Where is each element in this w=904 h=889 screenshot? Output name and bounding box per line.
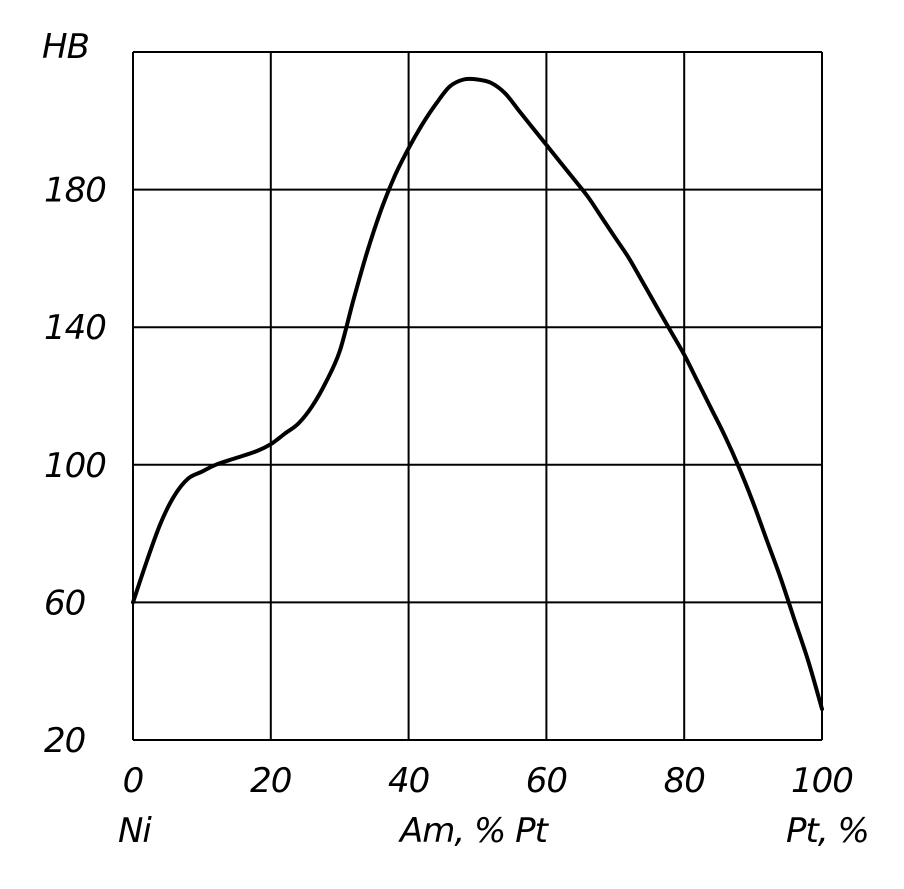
x-label-left: Ni [118, 811, 152, 851]
y-tick-label: 60 [44, 583, 85, 623]
y-axis-label: HB [42, 27, 89, 67]
x-tick-label: 100 [791, 761, 853, 801]
x-tick-label: 0 [123, 761, 144, 801]
x-tick-label: 20 [250, 761, 291, 801]
series-layer [131, 76, 824, 711]
y-tick-label: 140 [44, 308, 106, 348]
y-tick-label: 100 [44, 446, 106, 486]
y-tick-label: 180 [44, 171, 106, 211]
y-tick-label: 20 [44, 721, 85, 761]
x-label-right: Pt, % [786, 811, 869, 851]
x-tick-label: 80 [664, 761, 705, 801]
grid [132, 51, 823, 741]
series-line [131, 76, 824, 711]
x-tick-label: 60 [526, 761, 567, 801]
x-tick-label: 40 [388, 761, 429, 801]
x-axis-label: Am, % Pt [398, 811, 550, 851]
labels: HB Ni Am, % Pt Pt, % 0 20 40 60 80 100 20 60 100… [42, 27, 870, 851]
